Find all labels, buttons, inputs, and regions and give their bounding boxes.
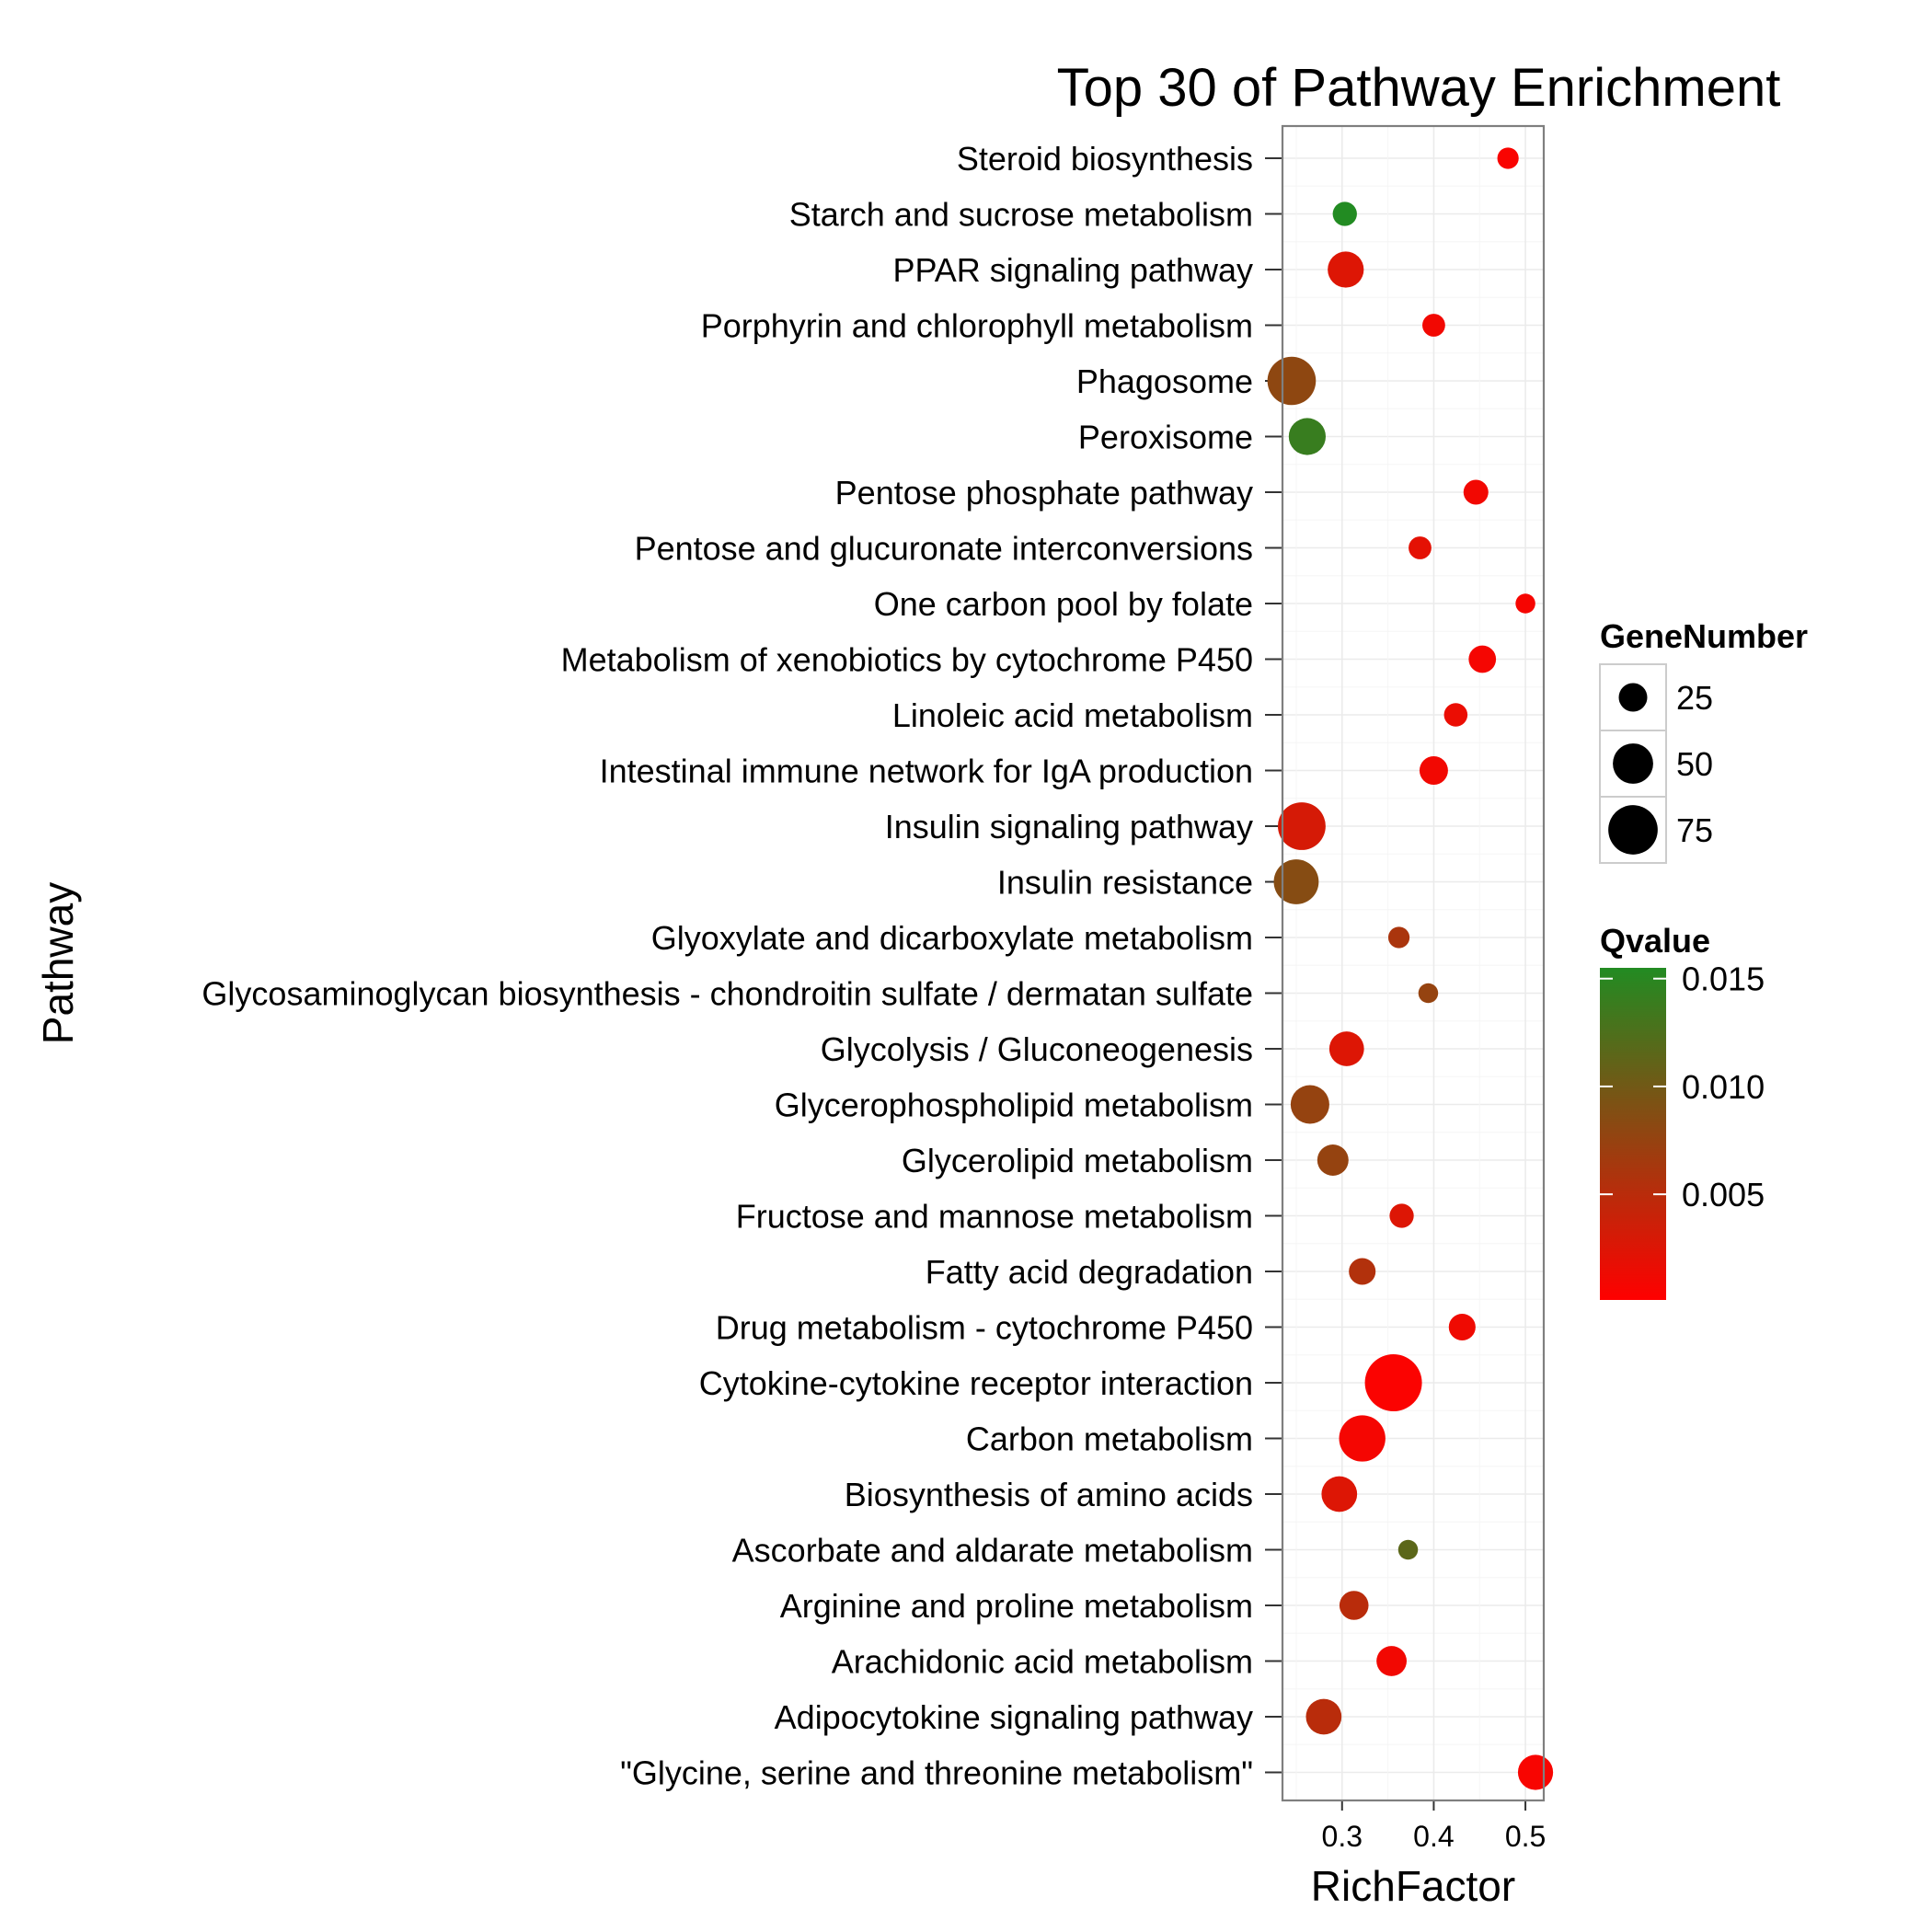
size-legend-label: 50 [1676, 745, 1713, 783]
y-tick-label: Ascorbate and aldarate metabolism [732, 1532, 1253, 1570]
y-tick-label: Glyoxylate and dicarboxylate metabolism [651, 919, 1253, 957]
y-tick-label: Adipocytokine signaling pathway [775, 1698, 1253, 1736]
y-tick-label: Porphyrin and chlorophyll metabolism [701, 307, 1253, 345]
data-point [1364, 1354, 1422, 1411]
y-tick-label: Arginine and proline metabolism [780, 1587, 1253, 1625]
qvalue-legend-title: Qvalue [1600, 922, 1710, 960]
x-tick-label: 0.5 [1505, 1820, 1546, 1853]
chart-title: Top 30 of Pathway Enrichment [1057, 58, 1781, 118]
data-point [1418, 983, 1439, 1004]
y-tick-label: Carbon metabolism [966, 1420, 1253, 1458]
data-point [1332, 201, 1357, 226]
data-point [1290, 1085, 1329, 1124]
data-points [1267, 147, 1554, 1790]
colorbar-tick-label: 0.015 [1682, 960, 1765, 998]
data-point [1305, 1698, 1342, 1735]
y-tick-label: Insulin signaling pathway [885, 808, 1253, 845]
size-legend-label: 25 [1676, 679, 1713, 717]
x-tick-label: 0.3 [1322, 1820, 1363, 1853]
data-point [1422, 314, 1445, 337]
data-point [1288, 418, 1326, 455]
x-tick-label: 0.4 [1413, 1820, 1454, 1853]
gene-number-legend-title: GeneNumber [1600, 617, 1808, 655]
size-legend-label: 75 [1676, 811, 1713, 849]
data-point [1397, 1539, 1419, 1560]
data-point [1515, 593, 1535, 614]
y-tick-label: PPAR signaling pathway [892, 251, 1253, 289]
x-axis-tick-labels: 0.3 0.4 0.5 [1322, 1800, 1546, 1853]
data-point [1389, 1203, 1414, 1228]
y-tick-label: Peroxisome [1078, 419, 1253, 456]
data-point [1267, 356, 1317, 406]
y-tick-label: Fructose and mannose metabolism [736, 1198, 1253, 1236]
y-tick-label: Drug metabolism - cytochrome P450 [716, 1309, 1253, 1347]
y-tick-label: One carbon pool by folate [874, 585, 1253, 623]
size-legend-dot [1608, 805, 1658, 855]
colorbar-tick-label: 0.005 [1682, 1176, 1765, 1213]
data-point [1328, 251, 1364, 288]
qvalue-colorbar [1600, 968, 1666, 1300]
y-tick-label: Glycerophospholipid metabolism [775, 1087, 1253, 1124]
data-point [1448, 1313, 1476, 1341]
data-point [1349, 1258, 1376, 1285]
y-tick-label: Glycosaminoglycan biosynthesis - chondro… [201, 975, 1253, 1013]
data-point [1328, 1031, 1364, 1066]
size-legend-dot [1618, 683, 1648, 712]
data-point [1517, 1754, 1554, 1790]
data-point [1317, 1144, 1349, 1176]
data-point [1468, 645, 1497, 673]
data-point [1277, 802, 1326, 850]
qvalue-legend: Qvalue 0.015 0.010 0.005 [1600, 922, 1765, 1300]
y-tick-label: Linoleic acid metabolism [892, 696, 1253, 734]
y-axis-label: Pathway [34, 882, 82, 1044]
y-tick-label: Metabolism of xenobiotics by cytochrome … [561, 641, 1253, 679]
grid-lines [1282, 126, 1544, 1800]
y-tick-label: Pentose phosphate pathway [835, 474, 1253, 512]
y-tick-label: Fatty acid degradation [926, 1253, 1253, 1291]
data-point [1409, 536, 1432, 559]
data-point [1321, 1476, 1358, 1512]
y-tick-label: Glycerolipid metabolism [902, 1142, 1253, 1179]
y-tick-label: Insulin resistance [997, 864, 1253, 902]
colorbar-tick-label: 0.010 [1682, 1068, 1765, 1106]
y-tick-label: Starch and sucrose metabolism [789, 196, 1253, 234]
y-tick-label: Arachidonic acid metabolism [832, 1643, 1253, 1681]
data-point [1339, 1591, 1369, 1620]
gene-number-legend: GeneNumber 25 50 75 [1599, 617, 1808, 864]
data-point [1463, 479, 1489, 505]
data-point [1443, 703, 1468, 727]
data-point [1497, 147, 1519, 169]
y-tick-label: Glycolysis / Gluconeogenesis [821, 1030, 1253, 1068]
data-point [1387, 926, 1410, 949]
y-tick-label: Cytokine-cytokine receptor interaction [699, 1364, 1253, 1402]
y-tick-label: "Glycine, serine and threonine metabolis… [620, 1754, 1253, 1792]
y-tick-label: Biosynthesis of amino acids [845, 1476, 1253, 1513]
y-tick-label: Pentose and glucuronate interconversions [635, 530, 1253, 568]
size-legend-dot [1613, 743, 1653, 784]
data-point [1376, 1646, 1407, 1676]
data-point [1339, 1415, 1386, 1462]
x-axis-label: RichFactor [1311, 1862, 1515, 1910]
data-point [1273, 859, 1319, 904]
y-tick-label: Steroid biosynthesis [957, 140, 1253, 178]
plot-panel-border [1281, 124, 1546, 1802]
y-tick-label: Intestinal immune network for IgA produc… [600, 753, 1253, 790]
y-axis-tick-labels: Steroid biosynthesis Starch and sucrose m… [201, 140, 1282, 1792]
y-tick-label: Phagosome [1076, 362, 1253, 400]
data-point [1419, 756, 1448, 785]
